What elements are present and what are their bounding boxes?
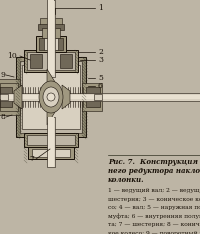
Bar xyxy=(0,94,8,100)
Bar xyxy=(60,54,72,68)
Bar xyxy=(24,133,78,147)
Bar xyxy=(48,117,54,167)
Bar xyxy=(0,87,12,107)
Bar xyxy=(27,52,75,70)
Text: 10: 10 xyxy=(7,52,17,60)
Text: 2: 2 xyxy=(98,48,103,56)
Bar xyxy=(27,135,75,145)
Bar xyxy=(20,61,82,133)
Text: муфта; 6 — внутренняя полумуф-: муфта; 6 — внутренняя полумуф- xyxy=(108,213,200,219)
Bar xyxy=(32,149,70,157)
Polygon shape xyxy=(47,105,55,125)
Ellipse shape xyxy=(47,93,55,101)
Text: 6: 6 xyxy=(98,82,103,90)
Polygon shape xyxy=(47,69,55,89)
Ellipse shape xyxy=(39,81,63,113)
Text: шестерня; 3 — коническое коле-: шестерня; 3 — коническое коле- xyxy=(108,197,200,201)
Bar xyxy=(38,24,64,30)
Text: Рис. 7.  Конструкция верх-: Рис. 7. Конструкция верх- xyxy=(108,158,200,166)
Bar xyxy=(48,0,54,75)
Bar xyxy=(28,147,74,159)
Bar xyxy=(86,87,100,107)
Bar xyxy=(0,95,200,99)
Bar xyxy=(42,28,60,38)
Polygon shape xyxy=(62,85,70,109)
Bar xyxy=(94,94,102,100)
Text: 5: 5 xyxy=(98,74,103,82)
Bar xyxy=(0,79,20,87)
Bar xyxy=(0,83,18,111)
Text: со; 4 — вал; 5 — наружная пол-: со; 4 — вал; 5 — наружная пол- xyxy=(108,205,200,210)
Bar xyxy=(0,93,200,101)
Polygon shape xyxy=(14,85,22,109)
Bar xyxy=(24,50,78,72)
Bar xyxy=(36,36,66,52)
Text: 1 — ведущий вал; 2 — ведущая: 1 — ведущий вал; 2 — ведущая xyxy=(108,188,200,193)
Bar xyxy=(30,54,42,68)
Text: 9: 9 xyxy=(1,71,5,79)
Text: колонки.: колонки. xyxy=(108,176,145,184)
Text: 3: 3 xyxy=(98,56,103,64)
Text: 1: 1 xyxy=(98,4,103,12)
Text: кое колесо; 9 — поворотный ры-: кое колесо; 9 — поворотный ры- xyxy=(108,230,200,234)
Text: 7: 7 xyxy=(30,155,34,163)
Bar xyxy=(39,38,63,50)
Bar xyxy=(82,83,102,111)
Bar xyxy=(40,18,62,26)
Bar xyxy=(0,107,20,115)
Bar xyxy=(47,0,55,77)
Bar xyxy=(22,65,80,129)
Bar xyxy=(47,117,55,167)
Text: него редуктора наклонной: него редуктора наклонной xyxy=(108,167,200,175)
Bar xyxy=(16,57,86,137)
Bar xyxy=(44,38,58,50)
Text: 8: 8 xyxy=(1,113,5,121)
Ellipse shape xyxy=(43,87,59,107)
Text: та; 7 — шестерня; 8 — коничес-: та; 7 — шестерня; 8 — коничес- xyxy=(108,222,200,227)
